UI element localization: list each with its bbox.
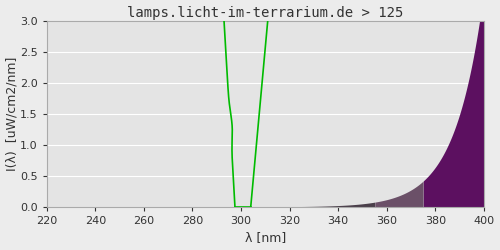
X-axis label: λ [nm]: λ [nm] [244,232,286,244]
Title: lamps.licht-im-terrarium.de > 125: lamps.licht-im-terrarium.de > 125 [127,6,404,20]
Y-axis label: I(λ)  [uW/cm2/nm]: I(λ) [uW/cm2/nm] [6,56,18,171]
